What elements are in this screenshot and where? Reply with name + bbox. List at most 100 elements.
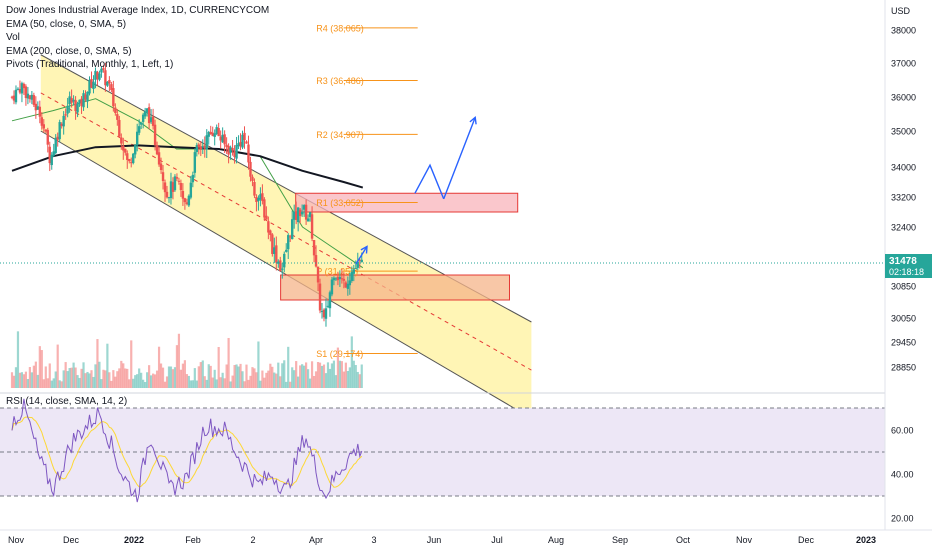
- volume-bar: [316, 361, 320, 388]
- last-price-badge: [885, 254, 932, 278]
- volume-bar: [265, 372, 268, 388]
- candle-body: [193, 152, 197, 173]
- volume-bar: [229, 381, 232, 388]
- candle-body: [106, 81, 109, 86]
- candle-body: [265, 215, 268, 220]
- volume-bar: [247, 379, 250, 388]
- candle-body: [84, 94, 87, 100]
- candle-body: [209, 131, 212, 135]
- volume-bar: [148, 365, 151, 388]
- price-tick-label: 30850: [891, 282, 916, 292]
- legend-volume[interactable]: Vol: [6, 32, 20, 43]
- candle-body: [197, 144, 200, 147]
- volume-bar: [269, 363, 272, 388]
- volume-bar: [332, 360, 336, 388]
- volume-bar: [74, 367, 77, 388]
- volume-bar: [352, 360, 355, 388]
- volume-bar: [24, 371, 28, 388]
- volume-bar: [124, 368, 127, 388]
- volume-bar: [138, 368, 141, 388]
- candle-body: [110, 84, 113, 90]
- candle-body: [26, 93, 30, 99]
- candle-body: [314, 255, 318, 267]
- time-tick-label: Jul: [491, 535, 503, 545]
- price-tick-label: 32400: [891, 223, 916, 233]
- volume-bar: [322, 364, 326, 388]
- candle-body: [141, 114, 145, 122]
- pivot-label: R3 (36,486): [316, 76, 364, 86]
- candle-body: [52, 151, 55, 156]
- pivot-label: R2 (34,907): [316, 130, 364, 140]
- chart-legend: Dow Jones Industrial Average Index, 1D, …: [6, 4, 269, 72]
- candle-body: [114, 107, 117, 113]
- volume-bar: [273, 372, 276, 388]
- candle-body: [322, 309, 326, 318]
- candle-body: [215, 127, 218, 134]
- pivot-label: R1 (33,052): [316, 198, 364, 208]
- pivot-label: R4 (38,065): [316, 23, 364, 33]
- candle-body: [153, 124, 157, 145]
- volume-bar: [306, 369, 310, 388]
- volume-bar: [28, 367, 31, 388]
- candle-body: [296, 207, 300, 223]
- volume-bar: [338, 360, 341, 388]
- candle-body: [292, 211, 296, 220]
- volume-bar: [163, 381, 167, 388]
- candle-body: [179, 182, 183, 191]
- candle-body: [239, 141, 242, 147]
- time-tick-label: Feb: [185, 535, 201, 545]
- candle-body: [245, 141, 248, 144]
- volume-bar: [324, 373, 328, 388]
- time-tick-label: Jun: [427, 535, 442, 545]
- volume-bar: [334, 375, 338, 388]
- candle-body: [330, 279, 334, 295]
- candle-body: [56, 136, 59, 140]
- volume-bar: [346, 371, 349, 388]
- candle-body: [263, 199, 266, 218]
- volume-bar: [78, 377, 81, 388]
- volume-bar: [267, 370, 270, 388]
- time-tick-label: Dec: [63, 535, 80, 545]
- volume-bar: [233, 365, 236, 388]
- candle-body: [203, 145, 206, 149]
- volume-bar: [237, 366, 240, 388]
- volume-bar: [318, 362, 322, 388]
- volume-bar: [195, 380, 198, 388]
- legend-ema200[interactable]: EMA (200, close, 0, SMA, 5): [6, 45, 132, 57]
- volume-bar: [80, 368, 83, 388]
- candle-body: [68, 96, 71, 105]
- volume-bar: [94, 364, 97, 388]
- volume-bar: [221, 372, 224, 388]
- candle-body: [342, 278, 346, 281]
- candle-body: [116, 114, 119, 120]
- legend-ema50[interactable]: EMA (50, close, 0, SMA, 5): [6, 18, 127, 30]
- volume-bar: [279, 376, 282, 388]
- candle-body: [50, 154, 53, 166]
- candle-body: [72, 99, 75, 102]
- candle-body: [302, 205, 306, 210]
- time-tick-label: Nov: [8, 535, 25, 545]
- candle-body: [338, 277, 342, 280]
- volume-bar: [330, 363, 334, 388]
- volume-bar: [18, 372, 22, 388]
- candle-body: [287, 235, 290, 250]
- volume-bar: [157, 346, 161, 388]
- volume-bar: [356, 371, 359, 388]
- volume-bar: [201, 360, 204, 388]
- rsi-legend[interactable]: RSI (14, close, SMA, 14, 2): [6, 396, 128, 407]
- volume-bar: [189, 380, 192, 388]
- volume-bar: [70, 367, 73, 388]
- candle-body: [20, 83, 24, 94]
- candle-body: [14, 89, 18, 103]
- candle-body: [16, 88, 20, 90]
- candle-body: [294, 211, 298, 220]
- legend-pivots[interactable]: Pivots (Traditional, Monthly, 1, Left, 1…: [6, 59, 174, 70]
- volume-bar: [205, 379, 208, 388]
- price-tick-label: 38000: [891, 26, 916, 36]
- volume-bar: [122, 363, 125, 388]
- volume-bar: [112, 370, 115, 388]
- candle-body: [221, 134, 224, 143]
- candle-body: [253, 182, 256, 196]
- candle-body: [134, 145, 137, 155]
